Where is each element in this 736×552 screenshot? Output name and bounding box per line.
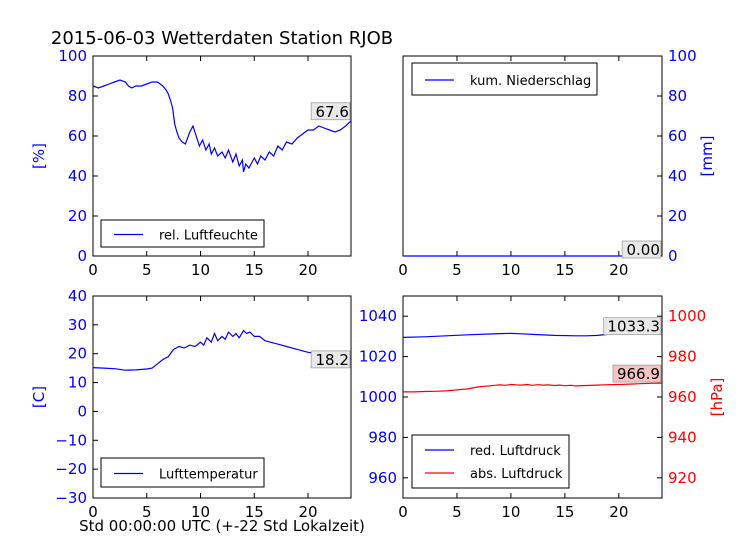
last-value-label-left-bg: [603, 317, 662, 336]
y-tick-label: 100: [668, 47, 697, 65]
figure-title: 2015-06-03 Wetterdaten Station RJOB: [51, 28, 393, 49]
x-tick-label: 15: [555, 503, 574, 521]
x-tick-label: 10: [191, 503, 210, 521]
y-tick-label: 980: [668, 348, 697, 366]
y-tick-label: 0: [77, 247, 87, 265]
y-tick-label: 100: [58, 47, 87, 65]
x-tick-label: 10: [191, 261, 210, 279]
y-tick-label: 1020: [359, 348, 397, 366]
last-value-label-right: 966.9: [617, 365, 660, 383]
last-value-label: 67.6: [316, 103, 349, 121]
x-tick-label: 20: [609, 261, 628, 279]
x-tick-label: 0: [88, 261, 98, 279]
x-axis-label: Std 00:00:00 UTC (+-22 Std Lokalzeit): [79, 517, 365, 535]
y-tick-label: 40: [68, 287, 87, 305]
y-tick-label: 60: [68, 127, 87, 145]
y-tick-label: 980: [368, 428, 397, 446]
y-axis-label-right: [hPa]: [708, 378, 726, 417]
chart-temperature: 0 5 10 15 20 −30 −20 −10 0 10 20 30 40 18.2 [C] Std 00:…: [30, 287, 365, 535]
x-tick-label: 5: [452, 261, 462, 279]
legend-label: kum. Niederschlag: [470, 74, 591, 89]
x-tick-label: 5: [452, 503, 462, 521]
y-tick-label: 1040: [359, 307, 397, 325]
y-tick-label: 940: [668, 428, 697, 446]
y-axis-label: [mm]: [698, 136, 716, 177]
y-tick-label: 1000: [668, 307, 706, 325]
y-tick-label: −30: [55, 489, 87, 507]
y-tick-label: 30: [68, 316, 87, 334]
y-tick-label: 40: [68, 167, 87, 185]
legend-box: [100, 457, 265, 488]
y-tick-label: 960: [668, 388, 697, 406]
series-line-lufttemperatur: [92, 329, 352, 371]
y-tick-label: 40: [668, 167, 687, 185]
y-tick-label: 1000: [359, 388, 397, 406]
y-axis-label: [%]: [30, 143, 48, 169]
x-tick-label: 5: [142, 503, 152, 521]
y-tick-label: 80: [668, 87, 687, 105]
legend-label: rel. Luftfeuchte: [159, 229, 258, 244]
y-tick-label: 20: [668, 207, 687, 225]
legend-label: Lufttemperatur: [159, 468, 258, 483]
y-tick-label: −20: [55, 460, 87, 478]
x-tick-label: 10: [501, 261, 520, 279]
x-tick-label: 20: [609, 503, 628, 521]
x-tick-label: 0: [398, 503, 408, 521]
y-tick-label: 960: [368, 469, 397, 487]
last-value-label-bg: [310, 102, 351, 121]
x-tick-label: 5: [142, 261, 152, 279]
chart-humidity: 0 5 10 15 20 0 20 40 60 80 100 67.6 [%] rel. Luftfeuc…: [30, 47, 352, 279]
last-value-label-bg: [310, 350, 351, 369]
x-tick-label: 15: [555, 261, 574, 279]
x-tick-label: 15: [245, 503, 264, 521]
legend-label: red. Luftdruck: [470, 444, 561, 459]
y-tick-label: −10: [55, 431, 87, 449]
series-line-abs-luftdruck: [403, 382, 663, 393]
legend-box: [100, 219, 265, 248]
y-tick-label: 20: [68, 345, 87, 363]
legend-box: [411, 62, 598, 96]
y-tick-label: 60: [668, 127, 687, 145]
last-value-label: 18.2: [316, 351, 349, 369]
y-tick-label: 0: [77, 402, 87, 420]
legend-label: abs. Luftdruck: [470, 467, 563, 482]
y-axis-label: [C]: [30, 386, 48, 408]
x-tick-label: 10: [501, 503, 520, 521]
x-tick-label: 0: [88, 503, 98, 521]
legend-box: [411, 434, 570, 489]
last-value-label-left: 1033.3: [607, 318, 660, 336]
y-tick-label: 920: [668, 469, 697, 487]
chart-precip: 0 5 10 15 20 0 20 40 60 80 100 0.00 [mm] kum. Nieders…: [398, 47, 716, 279]
last-value-label-bg: [621, 240, 662, 259]
last-value-label: 0.00: [627, 241, 660, 259]
x-tick-label: 0: [398, 261, 408, 279]
last-value-label-right-bg: [612, 364, 662, 383]
series-line-rel-luftfeuchte: [92, 79, 352, 173]
x-tick-label: 15: [245, 261, 264, 279]
y-tick-label: 80: [68, 87, 87, 105]
x-tick-label: 20: [298, 261, 317, 279]
y-tick-label: 0: [668, 247, 678, 265]
y-tick-label: 10: [68, 374, 87, 392]
x-tick-label: 20: [298, 503, 317, 521]
chart-pressure: 0 5 10 15 20 960 980 1000 1020 1040 920 940 960 980 10…: [359, 295, 726, 521]
y-tick-label: 20: [68, 207, 87, 225]
